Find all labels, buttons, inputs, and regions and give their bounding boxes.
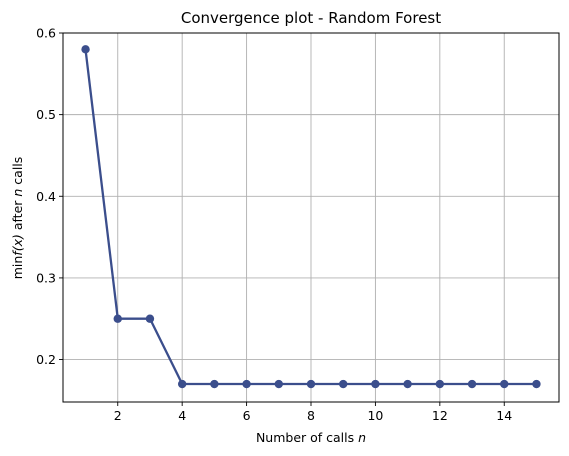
data-point <box>81 45 90 54</box>
data-point <box>435 379 445 389</box>
data-point <box>145 314 155 323</box>
y-axis-label: minf(x) after n calls <box>10 157 25 280</box>
x-tick-label: 4 <box>178 408 186 423</box>
data-point <box>339 379 348 389</box>
chart-title: Convergence plot - Random Forest <box>181 9 441 27</box>
x-tick-label: 10 <box>367 408 383 423</box>
x-tick-label: 2 <box>114 408 122 423</box>
data-point <box>113 314 122 323</box>
x-tick-label: 12 <box>432 408 448 423</box>
y-tick-label: 0.2 <box>36 352 56 367</box>
y-axis-ticks: 0.2 0.3 0.4 0.5 0.6 <box>36 26 63 367</box>
y-tick-label: 0.4 <box>36 189 56 204</box>
x-tick-label: 8 <box>307 408 315 423</box>
plot-series <box>81 45 541 389</box>
x-axis-label: Number of calls n <box>256 430 366 445</box>
data-point <box>403 379 412 389</box>
grid <box>63 32 559 402</box>
data-point <box>306 379 316 389</box>
data-point <box>177 379 187 389</box>
y-tick-label: 0.6 <box>36 26 56 41</box>
y-tick-label: 0.5 <box>36 107 56 122</box>
x-tick-label: 14 <box>496 408 512 423</box>
data-point <box>210 379 219 389</box>
data-point <box>500 379 509 389</box>
y-tick-label: 0.3 <box>36 270 56 285</box>
data-point <box>274 379 283 389</box>
data-point <box>242 379 251 389</box>
x-tick-label: 6 <box>243 408 251 423</box>
data-point <box>467 379 477 389</box>
data-point <box>532 379 541 389</box>
x-axis-ticks: 2 4 6 8 10 12 14 <box>114 402 512 423</box>
data-point <box>371 379 380 389</box>
